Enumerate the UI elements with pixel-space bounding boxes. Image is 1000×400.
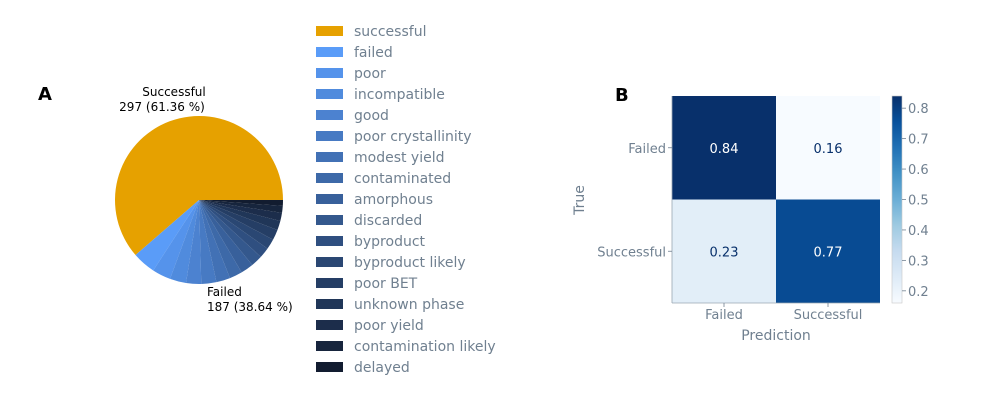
legend-label-poor-crystallinity: poor crystallinity (354, 129, 472, 145)
pie-slice-successful (114, 115, 283, 256)
heatmap-cell-0-0 (672, 96, 776, 200)
pie-slice-contaminated (199, 200, 242, 279)
legend-swatch-byproduct-likely (316, 257, 343, 267)
legend-swatch-successful (316, 26, 343, 36)
legend-swatch-poor-crystallinity (316, 131, 343, 141)
colorbar-tick-label: 0.3 (908, 254, 929, 269)
legend-swatch-contamination-likely (316, 341, 343, 351)
legend-label-contamination-likely: contamination likely (354, 339, 496, 355)
colorbar-tick-label: 0.2 (908, 285, 929, 300)
legend-label-good: good (354, 108, 389, 124)
legend-label-delayed: delayed (354, 360, 410, 376)
pie-chart (114, 115, 283, 285)
legend-label-byproduct: byproduct (354, 234, 426, 250)
pie-slice-unknown-phase (199, 200, 281, 230)
legend-label-incompatible: incompatible (354, 87, 445, 103)
pie-label-failed: Failed (207, 285, 242, 299)
legend-label-modest-yield: modest yield (354, 150, 445, 166)
heatmap-ytick-label-successful: Successful (597, 245, 666, 260)
legend-swatch-failed (316, 47, 343, 57)
legend-label-unknown-phase: unknown phase (354, 297, 464, 313)
panel-letter-b: B (615, 85, 629, 106)
legend-swatch-poor-BET (316, 278, 343, 288)
heatmap-cell-1-0 (672, 199, 776, 303)
heatmap-value-0-1: 0.16 (814, 142, 843, 157)
panel-letter-a: A (38, 84, 52, 105)
colorbar-tick-label: 0.8 (908, 102, 929, 117)
pie-slice-modest-yield (199, 200, 230, 283)
legend-label-poor-yield: poor yield (354, 318, 424, 334)
heatmap-value-1-0: 0.23 (710, 245, 739, 260)
colorbar-tick-label: 0.7 (908, 133, 929, 148)
legend-label-amorphous: amorphous (354, 192, 433, 208)
heatmap-xtick-label-failed: Failed (705, 308, 743, 323)
legend-swatch-incompatible (316, 89, 343, 99)
pie-legend: successful failed poor incompatible good poor… (316, 24, 496, 376)
colorbar-tick-label: 0.6 (908, 163, 929, 178)
legend-swatch-discarded (316, 215, 343, 225)
legend-label-contaminated: contaminated (354, 171, 451, 187)
legend-label-failed: failed (354, 45, 393, 61)
pie-slice-poor-BET (199, 200, 278, 240)
colorbar (891, 95, 903, 304)
pie-value-successful: 297 (61.36 %) (119, 100, 205, 114)
pie-slice-poor-yield (199, 200, 282, 221)
pie-slice-poor (153, 200, 199, 279)
heatmap-xlabel: Prediction (741, 328, 811, 344)
pie-slice-poor-crystallinity (199, 200, 217, 284)
legend-swatch-modest-yield (316, 152, 343, 162)
pie-slice-incompatible (170, 200, 199, 283)
colorbar-tick-label: 0.5 (908, 194, 929, 209)
legend-swatch-poor (316, 68, 343, 78)
legend-label-poor: poor (354, 66, 386, 82)
heatmap-ytick-label-failed: Failed (628, 142, 666, 157)
legend-label-byproduct-likely: byproduct likely (354, 255, 466, 271)
confusion-matrix: 0.84 0.16 0.23 0.77 Failed Successful Failed Su… (597, 96, 880, 323)
legend-swatch-amorphous (316, 194, 343, 204)
pie-value-failed: 187 (38.64 %) (207, 300, 293, 314)
legend-label-successful: successful (354, 24, 426, 40)
heatmap-cell-0-1 (776, 96, 880, 200)
pie-slice-byproduct (199, 200, 268, 257)
pie-slice-contamination-likely (199, 200, 283, 213)
heatmap-cell-1-1 (776, 199, 880, 303)
legend-swatch-unknown-phase (316, 299, 343, 309)
pie-label-successful: Successful (142, 85, 205, 99)
legend-label-discarded: discarded (354, 213, 422, 229)
pie-slice-good (186, 200, 202, 285)
legend-swatch-contaminated (316, 173, 343, 183)
heatmap-xtick-label-successful: Successful (794, 308, 863, 323)
heatmap-ylabel: True (572, 185, 588, 216)
pie-slice-discarded (199, 200, 261, 265)
colorbar-tick-label: 0.4 (908, 224, 929, 239)
heatmap-value-1-1: 0.77 (814, 245, 843, 260)
pie-slice-byproduct-likely (199, 200, 274, 249)
heatmap-value-0-0: 0.84 (710, 142, 739, 157)
legend-swatch-poor-yield (316, 320, 343, 330)
legend-label-poor-BET: poor BET (354, 276, 418, 292)
pie-slice-delayed (199, 200, 283, 206)
pie-slice-failed (135, 200, 199, 271)
legend-swatch-good (316, 110, 343, 120)
pie-slice-amorphous (199, 200, 253, 273)
legend-swatch-delayed (316, 362, 343, 372)
legend-swatch-byproduct (316, 236, 343, 246)
colorbar-ticks: 0.2 0.3 0.4 0.5 0.6 0.7 0.8 (902, 102, 929, 300)
